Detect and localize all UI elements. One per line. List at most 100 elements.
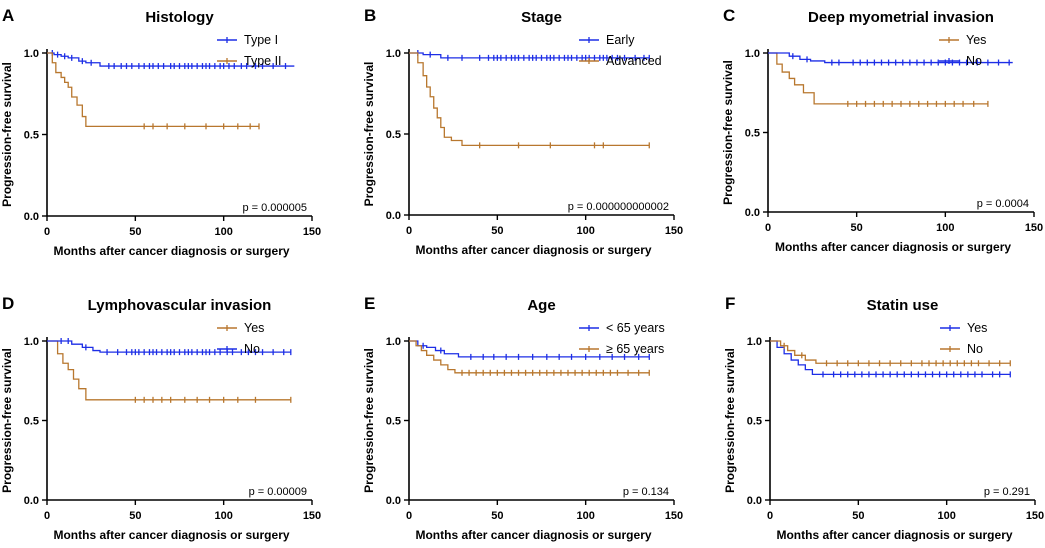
series-1 <box>409 340 650 360</box>
legend-label: Type II <box>244 54 282 68</box>
legend: < 65 years ≥ 65 years <box>579 321 665 356</box>
panel-title: Histology <box>145 9 214 26</box>
y-tick-label: 0.0 <box>24 211 39 223</box>
x-axis-label: Months after cancer diagnosis or surgery <box>415 243 651 257</box>
y-axis-label: Progression-free survival <box>362 62 376 207</box>
series-2 <box>770 340 1011 367</box>
x-tick-label: 150 <box>665 225 683 237</box>
y-tick-label: 1.0 <box>386 48 401 60</box>
y-tick-label: 1.0 <box>24 336 39 348</box>
y-tick-label: 0.5 <box>24 416 39 428</box>
series-1 <box>768 52 989 107</box>
p-value: p = 0.000000000002 <box>568 201 669 213</box>
survival-curve <box>47 52 259 127</box>
legend: Yes No <box>940 321 987 356</box>
x-tick-label: 0 <box>44 226 50 238</box>
panel-title: Age <box>527 297 555 314</box>
x-tick-label: 0 <box>44 510 50 522</box>
y-tick-label: 1.0 <box>24 48 39 60</box>
legend: Early Advanced <box>579 33 662 68</box>
panel-c: C Deep myometrial invasion 0 50 100 150 0.0 0.5… <box>721 6 1043 254</box>
y-tick-label: 0.5 <box>747 416 762 428</box>
survival-curve <box>770 340 1011 364</box>
legend: Type I Type II <box>217 33 282 68</box>
legend: Yes No <box>939 33 986 68</box>
series-2 <box>47 52 260 130</box>
survival-curve <box>409 52 650 59</box>
x-tick-label: 50 <box>129 510 141 522</box>
series-1 <box>47 340 292 403</box>
series-2 <box>409 52 650 149</box>
survival-curve <box>409 340 650 358</box>
series-1 <box>409 50 650 61</box>
panel-letter: B <box>364 6 376 25</box>
y-tick-label: 0.0 <box>747 495 762 507</box>
survival-curve <box>768 52 1013 64</box>
x-tick-label: 100 <box>936 222 954 234</box>
p-value: p = 0.0004 <box>977 198 1029 210</box>
y-tick-label: 1.0 <box>745 48 760 60</box>
legend-label: < 65 years <box>606 321 665 335</box>
p-value: p = 0.134 <box>623 486 669 498</box>
y-tick-label: 0.0 <box>24 495 39 507</box>
p-value: p = 0.00009 <box>249 486 307 498</box>
x-tick-label: 0 <box>765 222 771 234</box>
y-tick-label: 0.0 <box>745 207 760 219</box>
series-1 <box>47 50 295 70</box>
x-tick-label: 100 <box>214 226 232 238</box>
legend: Yes No <box>217 321 264 356</box>
y-tick-label: 0.5 <box>386 129 401 141</box>
y-tick-label: 0.0 <box>386 495 401 507</box>
y-axis-label: Progression-free survival <box>0 62 14 207</box>
survival-curve <box>47 340 291 401</box>
y-tick-label: 0.5 <box>24 130 39 142</box>
series-2 <box>47 338 292 356</box>
survival-curve <box>47 340 291 353</box>
panel-title: Lymphovascular invasion <box>88 297 272 314</box>
legend-label: Advanced <box>606 54 662 68</box>
x-tick-label: 100 <box>937 510 955 522</box>
legend-label: Yes <box>966 33 986 47</box>
x-tick-label: 150 <box>665 510 683 522</box>
x-tick-label: 150 <box>1026 510 1044 522</box>
series-1 <box>770 340 1011 378</box>
x-tick-label: 100 <box>576 510 594 522</box>
series-2 <box>768 52 1013 66</box>
x-tick-label: 100 <box>214 510 232 522</box>
legend-label: Type I <box>244 33 278 47</box>
panel-e: E Age 0 50 100 150 0.0 0.5 1.0 Months after cance… <box>362 294 683 542</box>
survival-curve <box>768 52 988 105</box>
panel-a: A Histology 0 50 100 150 0.0 0.5 1.0 Months after… <box>0 6 321 258</box>
legend-label: No <box>967 342 983 356</box>
x-tick-label: 0 <box>406 225 412 237</box>
x-tick-label: 150 <box>303 510 321 522</box>
y-tick-label: 0.5 <box>745 128 760 140</box>
y-axis-label: Progression-free survival <box>362 348 376 493</box>
series-2 <box>409 340 650 376</box>
x-tick-label: 50 <box>851 222 863 234</box>
x-tick-label: 150 <box>303 226 321 238</box>
legend-label: No <box>244 342 260 356</box>
panel-letter: D <box>2 294 14 313</box>
panel-title: Statin use <box>867 297 939 314</box>
survival-curve <box>770 340 1011 376</box>
panel-letter: A <box>2 6 14 25</box>
x-tick-label: 50 <box>852 510 864 522</box>
x-tick-label: 50 <box>129 226 141 238</box>
panel-letter: C <box>723 6 735 25</box>
y-axis-label: Progression-free survival <box>723 348 737 493</box>
x-tick-label: 0 <box>767 510 773 522</box>
panel-title: Stage <box>521 9 562 26</box>
x-axis-label: Months after cancer diagnosis or surgery <box>53 528 289 542</box>
y-axis-label: Progression-free survival <box>0 348 14 493</box>
y-tick-label: 0.0 <box>386 210 401 222</box>
legend-label: Early <box>606 33 635 47</box>
survival-curve <box>47 52 295 67</box>
panel-f: F Statin use 0 50 100 150 0.0 0.5 1.0 Months afte… <box>723 294 1044 542</box>
x-axis-label: Months after cancer diagnosis or surgery <box>776 528 1012 542</box>
legend-label: No <box>966 54 982 68</box>
x-axis-label: Months after cancer diagnosis or surgery <box>775 240 1011 254</box>
panel-d: D Lymphovascular invasion 0 50 100 150 0.0 0.5 1… <box>0 294 321 542</box>
y-tick-label: 1.0 <box>386 336 401 348</box>
p-value: p = 0.291 <box>984 486 1030 498</box>
